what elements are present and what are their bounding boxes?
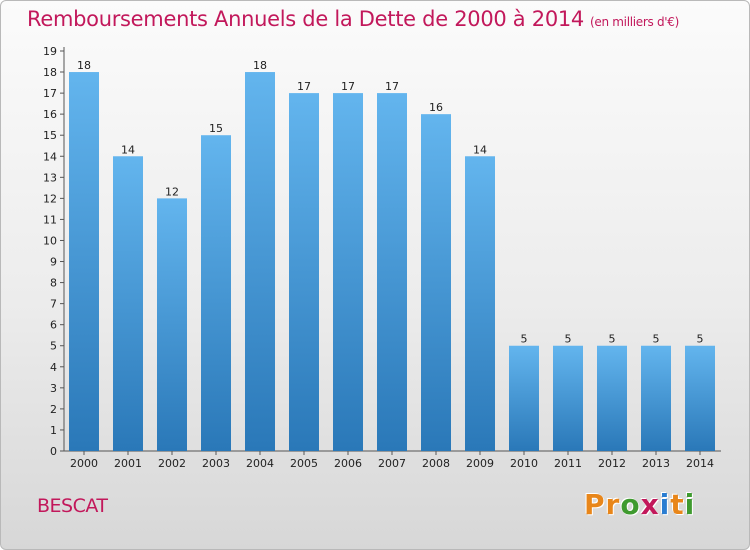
logo-letter: i	[684, 488, 696, 521]
y-tick-label: 5	[50, 340, 57, 353]
bar	[509, 345, 539, 451]
bar-value-label: 5	[653, 333, 660, 346]
x-tick-label: 2007	[378, 457, 406, 470]
bar-value-label: 5	[609, 333, 616, 346]
y-tick-label: 11	[43, 213, 57, 226]
y-tick-label: 0	[50, 445, 57, 458]
bar-value-label: 14	[121, 143, 135, 156]
bar-value-label: 5	[521, 333, 528, 346]
logo-letter: i	[659, 488, 671, 521]
bar	[289, 93, 319, 452]
bar	[597, 345, 627, 451]
logo-letter: o	[620, 488, 641, 521]
y-tick-label: 15	[43, 129, 57, 142]
bar-value-label: 17	[341, 80, 355, 93]
x-tick-label: 2013	[642, 457, 670, 470]
x-tick-label: 2014	[686, 457, 714, 470]
bar-value-label: 17	[297, 80, 311, 93]
bar	[377, 93, 407, 452]
y-tick-label: 4	[50, 361, 57, 374]
x-axis: 2000 2001 2002 2003 2004 2005 2006 2007 2008 2009…	[70, 451, 714, 470]
bar	[641, 345, 671, 451]
bars: 18 14 12 15 18 17 17 17 16 14 5 5 5 5 5	[69, 59, 715, 452]
x-tick-label: 2005	[290, 457, 318, 470]
y-tick-label: 12	[43, 192, 57, 205]
bar	[201, 135, 231, 452]
bar-value-label: 17	[385, 80, 399, 93]
bar	[421, 114, 451, 451]
y-tick-label: 17	[43, 87, 57, 100]
x-tick-label: 2009	[466, 457, 494, 470]
x-tick-label: 2010	[510, 457, 538, 470]
x-tick-label: 2000	[70, 457, 98, 470]
y-tick-label: 1	[50, 424, 57, 437]
bar	[157, 198, 187, 451]
y-tick-label: 8	[50, 277, 57, 290]
logo-letter: P	[584, 488, 606, 521]
y-tick-label: 18	[43, 66, 57, 79]
bar	[333, 93, 363, 452]
bar	[69, 72, 99, 451]
logo-letter: t	[670, 488, 685, 521]
bar-value-label: 5	[565, 333, 572, 346]
bar-value-label: 16	[429, 101, 443, 114]
y-tick-label: 2	[50, 403, 57, 416]
chart-title: Remboursements Annuels de la Dette de 20…	[27, 7, 679, 31]
y-tick-label: 10	[43, 234, 57, 247]
x-tick-label: 2006	[334, 457, 362, 470]
y-tick-label: 13	[43, 171, 57, 184]
bar-value-label: 18	[253, 59, 267, 72]
x-tick-label: 2012	[598, 457, 626, 470]
x-tick-label: 2001	[114, 457, 142, 470]
bar-value-label: 14	[473, 143, 487, 156]
y-tick-label: 3	[50, 382, 57, 395]
y-tick-label: 16	[43, 108, 57, 121]
bar-value-label: 15	[209, 122, 223, 135]
y-tick-label: 6	[50, 319, 57, 332]
bar	[113, 156, 143, 451]
bar	[685, 345, 715, 451]
x-tick-label: 2004	[246, 457, 274, 470]
logo-letter: r	[605, 488, 621, 521]
place-name: BESCAT	[37, 495, 108, 517]
x-tick-label: 2003	[202, 457, 230, 470]
bar	[465, 156, 495, 451]
bar-value-label: 18	[77, 59, 91, 72]
x-tick-label: 2008	[422, 457, 450, 470]
logo-letter: x	[640, 488, 660, 521]
bar	[553, 345, 583, 451]
title-text: Remboursements Annuels de la Dette de 20…	[27, 7, 584, 31]
bar	[245, 72, 275, 451]
bar-value-label: 5	[697, 333, 704, 346]
bar-value-label: 12	[165, 185, 179, 198]
proxiti-logo[interactable]: Proxiti	[584, 488, 695, 521]
y-tick-label: 9	[50, 256, 57, 269]
unit-label: (en milliers d'€)	[590, 15, 680, 29]
y-tick-label: 19	[43, 45, 57, 58]
x-tick-label: 2002	[158, 457, 186, 470]
y-tick-label: 7	[50, 298, 57, 311]
x-tick-label: 2011	[554, 457, 582, 470]
y-tick-label: 14	[43, 150, 57, 163]
